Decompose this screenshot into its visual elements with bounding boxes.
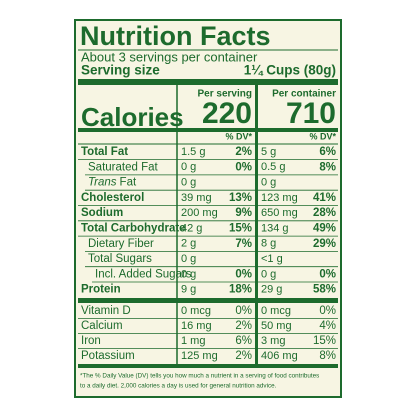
serving-size-value: 1¼ Cups (80g): [244, 63, 336, 78]
daily-value: 4%: [319, 320, 336, 332]
amount: 2 g: [181, 238, 196, 250]
amount: 0 g: [181, 161, 196, 173]
calories-value: 220: [202, 97, 252, 130]
nutrient-name: Potassium: [81, 350, 135, 362]
amount: 0 g: [181, 253, 196, 265]
amount: 29 g: [261, 284, 282, 296]
nutrient-name: Total Fat: [81, 146, 128, 158]
amount: 0 g: [181, 177, 196, 189]
amount: 123 mg: [261, 192, 298, 204]
title: Nutrition Facts: [80, 21, 271, 51]
nutrient-name: Trans Fat: [88, 177, 137, 189]
amount: 0 g: [261, 177, 276, 189]
daily-value: 18%: [229, 284, 252, 296]
amount: 8 g: [261, 238, 276, 250]
thick-rule: [78, 298, 338, 303]
amount: 406 mg: [261, 350, 298, 362]
daily-value: 58%: [313, 284, 336, 296]
amount: <1 g: [261, 253, 283, 265]
footnote: *The % Daily Value (DV) tells you how mu…: [80, 373, 319, 380]
column-header: Per container: [272, 89, 336, 100]
nutrient-name-italic: Trans: [88, 177, 117, 189]
daily-value: 0%: [235, 268, 252, 280]
amount: 0 mcg: [261, 305, 291, 317]
daily-value: 7%: [235, 238, 252, 250]
footnote: to a daily diet. 2,000 calories a day is…: [80, 383, 277, 390]
nutrient-name: Total Carbohydrate: [81, 223, 186, 235]
amount: 0.5 g: [261, 161, 285, 173]
amount: 5 g: [261, 146, 276, 158]
daily-value: 6%: [235, 335, 252, 347]
daily-value: 13%: [229, 192, 252, 204]
amount: 3 mg: [261, 335, 285, 347]
daily-value: 29%: [313, 238, 336, 250]
calories-label: Calories: [81, 102, 184, 132]
nutrient-name: Total Sugars: [88, 253, 152, 265]
daily-value: 6%: [319, 146, 336, 158]
amount: 134 g: [261, 222, 289, 234]
nutrient-name-part: Fat: [120, 177, 137, 189]
thick-rule: [78, 128, 338, 132]
thick-rule: [78, 364, 338, 368]
dv-header: % DV*: [225, 131, 252, 141]
daily-value: 49%: [313, 223, 336, 235]
column-header: Per serving: [198, 89, 252, 100]
nutrient-name: Incl. Added Sugars: [95, 268, 192, 280]
serving-size-label: Serving size: [81, 63, 160, 78]
daily-value: 0%: [235, 161, 252, 173]
daily-value: 8%: [319, 161, 336, 173]
daily-value: 28%: [313, 207, 336, 219]
daily-value: 2%: [235, 350, 252, 362]
amount: 42 g: [181, 222, 202, 234]
amount: 1 mg: [181, 335, 205, 347]
daily-value: 0%: [319, 268, 336, 280]
nutrient-name: Sodium: [81, 207, 123, 219]
amount: 0 g: [181, 268, 196, 280]
nutrient-name: Protein: [81, 284, 121, 296]
thick-rule: [78, 79, 338, 85]
daily-value: 15%: [313, 335, 336, 347]
amount: 9 g: [181, 284, 196, 296]
daily-value: 15%: [229, 223, 252, 235]
amount: 16 mg: [181, 320, 212, 332]
amount: 650 mg: [261, 207, 298, 219]
amount: 1.5 g: [181, 146, 205, 158]
daily-value: 2%: [235, 146, 252, 158]
amount: 0 g: [261, 268, 276, 280]
amount: 50 mg: [261, 320, 292, 332]
nutrient-name: Saturated Fat: [88, 161, 158, 173]
daily-value: 41%: [313, 192, 336, 204]
nutrient-name: Vitamin D: [81, 305, 131, 317]
nutrient-name: Calcium: [81, 320, 123, 332]
amount: 200 mg: [181, 207, 218, 219]
daily-value: 9%: [235, 207, 252, 219]
amount: 125 mg: [181, 350, 218, 362]
daily-value: 0%: [235, 305, 252, 317]
dv-header: % DV*: [309, 131, 336, 141]
nutrient-name: Dietary Fiber: [88, 238, 154, 250]
daily-value: 0%: [319, 305, 336, 317]
nutrient-name: Iron: [81, 335, 101, 347]
amount: 39 mg: [181, 192, 212, 204]
nutrient-name: Cholesterol: [81, 192, 144, 204]
servings: About 3 servings per container: [81, 49, 258, 64]
daily-value: 8%: [319, 350, 336, 362]
daily-value: 2%: [235, 320, 252, 332]
calories-value: 710: [286, 97, 336, 130]
amount: 0 mcg: [181, 305, 211, 317]
